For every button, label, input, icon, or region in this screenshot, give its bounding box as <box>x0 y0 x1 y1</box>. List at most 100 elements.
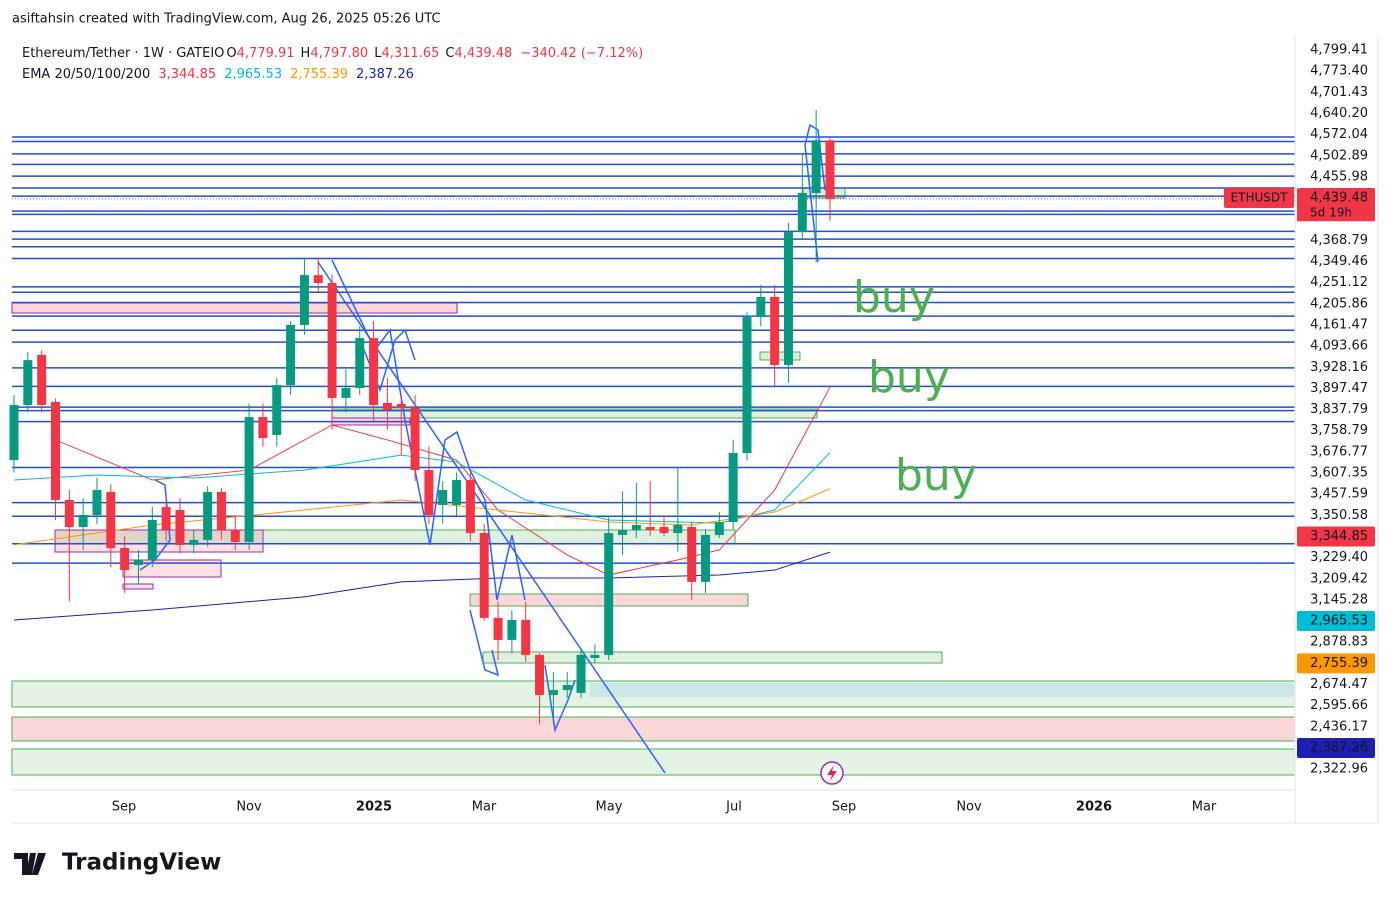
price-label: 3,145.28 <box>1310 592 1368 607</box>
candle-body <box>50 401 60 501</box>
ema-line <box>13 452 831 524</box>
ema-line <box>13 488 831 546</box>
candle-body <box>272 385 282 435</box>
legend-line: Ethereum/Tether · 1W · GATEIO O4,779.91 H4… <box>22 46 643 61</box>
countdown: 5d 19h <box>1310 206 1352 220</box>
ema-value: 2,387.26 <box>356 67 414 82</box>
candle-body <box>286 324 296 386</box>
trendlines <box>139 123 826 774</box>
price-label: 3,897.47 <box>1310 381 1368 396</box>
ohlc-key: C <box>445 46 454 61</box>
price-label: 3,209.42 <box>1310 571 1368 586</box>
candle-body <box>452 480 462 506</box>
candle-body <box>562 685 572 691</box>
ema-title: EMA 20/50/100/200 <box>22 67 150 82</box>
candle-body <box>78 514 88 528</box>
candle-body <box>825 140 835 199</box>
candle-body <box>64 500 74 528</box>
price-label: 3,457.59 <box>1310 487 1368 502</box>
price-label: 4,161.47 <box>1310 317 1368 332</box>
zones <box>11 187 1296 776</box>
x-tick-label: Jul <box>725 800 742 815</box>
candle-body <box>161 507 171 530</box>
zone <box>11 748 1296 776</box>
event-icon-bolt <box>827 765 837 781</box>
candle-body <box>313 275 323 283</box>
ema-lines <box>13 387 831 621</box>
price-label-bg <box>1297 737 1375 758</box>
price-label: 4,251.12 <box>1310 275 1368 290</box>
buy-note: buy <box>868 352 950 403</box>
candle-body <box>133 559 143 566</box>
candle-body <box>258 417 268 439</box>
price-label: 4,773.40 <box>1310 64 1368 79</box>
x-tick-label: Nov <box>236 800 262 815</box>
candle-body <box>203 491 213 540</box>
zone <box>590 683 1295 697</box>
candle-body <box>742 317 752 454</box>
candle-body <box>618 529 628 535</box>
candle-body <box>701 534 710 582</box>
candle-body <box>299 275 309 325</box>
candle-body <box>410 407 420 471</box>
top-note: asiftahsin created with TradingView.com,… <box>12 12 441 27</box>
change: −340.42 (−7.12%) <box>520 46 643 61</box>
candle-body <box>92 490 102 515</box>
price-label: 2,878.83 <box>1310 635 1368 650</box>
price-label: 3,350.58 <box>1310 508 1368 523</box>
price-label: 3,837.79 <box>1310 402 1368 417</box>
price-label: 2,965.53 <box>1310 614 1368 629</box>
trendline <box>469 609 500 677</box>
price-label: 2,674.47 <box>1310 677 1368 692</box>
candle-body <box>216 491 226 530</box>
symbol-tag-bg <box>1224 188 1294 209</box>
price-label: 4,799.41 <box>1310 43 1368 58</box>
price-label: 4,572.04 <box>1310 127 1368 142</box>
price-label: 4,368.79 <box>1310 233 1368 248</box>
legend-line: EMA 20/50/100/200 3,344.85 2,965.53 2,755.3… <box>22 67 414 82</box>
annotations: buy buy buy <box>853 272 977 501</box>
zone <box>122 583 154 590</box>
x-tick-label: Sep <box>832 800 857 815</box>
price-label: 3,229.40 <box>1310 550 1368 565</box>
candle-body <box>783 232 793 366</box>
price-label: 3,928.16 <box>1310 360 1368 375</box>
candle-body <box>797 192 807 233</box>
price-label: 4,701.43 <box>1310 85 1368 100</box>
candle-body <box>341 387 351 398</box>
ema-value: 3,344.85 <box>158 67 216 82</box>
candle-body <box>230 529 240 543</box>
brand-mark <box>14 853 46 875</box>
x-tick-label: Mar <box>1192 800 1217 815</box>
price-label: 4,502.89 <box>1310 148 1368 163</box>
price-label-bg <box>1297 611 1375 632</box>
ema-value: 2,755.39 <box>290 67 348 82</box>
x-tick-label: Nov <box>956 800 982 815</box>
brand-logo: TradingView <box>14 850 221 876</box>
candle-body <box>535 654 545 696</box>
ohlc-value: 4,797.80 <box>310 46 368 61</box>
ohlc-value: 4,779.91 <box>237 46 295 61</box>
price-label: 2,436.17 <box>1310 719 1368 734</box>
zone <box>11 680 1296 708</box>
price-label: 4,205.86 <box>1310 296 1368 311</box>
candle-body <box>521 619 531 655</box>
price-label: 3,344.85 <box>1310 529 1368 544</box>
candle-body <box>714 522 724 535</box>
candle-body <box>189 539 199 545</box>
price-label: 3,607.35 <box>1310 466 1368 481</box>
ohlc-value: 4,311.65 <box>381 46 439 61</box>
ohlc-key: O <box>226 46 236 61</box>
candle-body <box>106 491 116 549</box>
candle-body <box>493 617 503 640</box>
price-label: 4,455.98 <box>1310 169 1368 184</box>
candle-body <box>382 402 392 411</box>
candle-body <box>327 282 337 398</box>
ohlc-value: 4,439.48 <box>454 46 512 61</box>
symbol-tag: ETHUSDT <box>1231 191 1289 205</box>
countdown-bg <box>1297 205 1375 222</box>
price-label: 2,755.39 <box>1310 656 1368 671</box>
candle-body <box>438 490 448 506</box>
price-label: 3,676.77 <box>1310 444 1368 459</box>
